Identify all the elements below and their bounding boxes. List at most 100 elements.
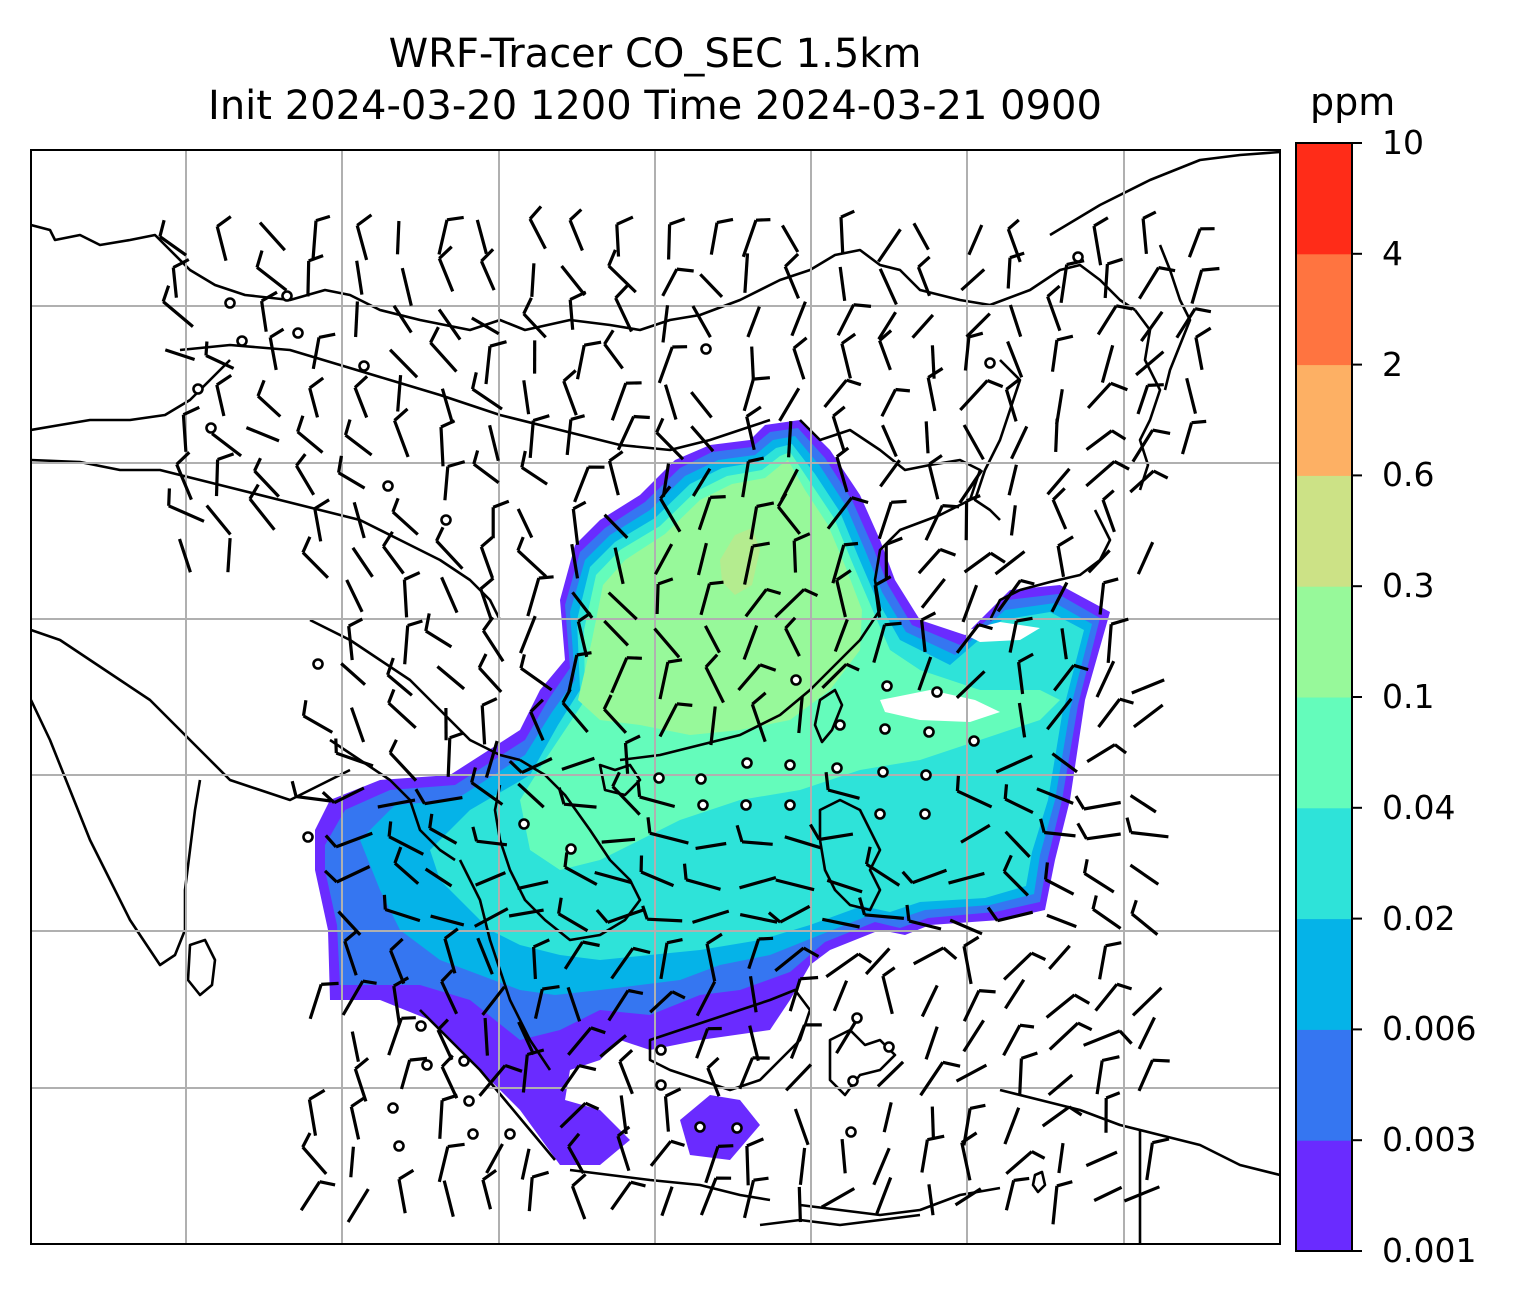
wind-barb <box>774 946 820 972</box>
wind-barb <box>641 905 683 923</box>
wind-barb <box>798 1147 807 1185</box>
wind-barb <box>571 500 587 545</box>
wind-barb <box>619 1095 628 1135</box>
wind-barb <box>649 990 686 1014</box>
wind-barb <box>1004 830 1031 859</box>
wind-barb <box>475 219 488 255</box>
wind-barb <box>253 457 280 498</box>
wind-barb <box>1010 425 1029 460</box>
wind-barb <box>1086 743 1128 763</box>
wind-barb <box>955 1063 988 1083</box>
colorbar-tick-label: 0.02 <box>1382 898 1456 938</box>
wind-barb <box>321 786 365 805</box>
wind-barb <box>917 656 933 691</box>
wind-barb <box>1137 1016 1156 1050</box>
coastline-small-island <box>1031 1170 1047 1194</box>
wind-barb <box>657 345 688 384</box>
wind-barb <box>1137 1058 1170 1092</box>
wind-barb <box>161 285 194 328</box>
wind-barb <box>963 331 984 371</box>
calm-wind-marker <box>653 772 665 784</box>
colorbar-box <box>1296 1140 1352 1252</box>
wind-barb <box>343 419 373 457</box>
wind-barb <box>706 1056 721 1097</box>
wind-barb <box>1135 350 1165 377</box>
wind-barb <box>927 454 943 500</box>
coastline-timor <box>759 1213 921 1227</box>
wind-barb <box>920 578 946 609</box>
wind-barb <box>610 656 642 694</box>
wind-barb <box>167 488 205 523</box>
wind-barb <box>205 504 232 536</box>
wind-barb <box>954 1187 982 1207</box>
wind-barb <box>958 469 984 504</box>
colorbar-tick-label: 0.04 <box>1382 787 1456 827</box>
wind-barb <box>508 757 553 775</box>
wind-barb <box>615 215 634 257</box>
wind-barb <box>343 930 358 976</box>
colorbar-box <box>1296 697 1352 809</box>
wind-barb <box>567 1132 585 1175</box>
calm-wind-marker <box>877 766 889 778</box>
wind-barb <box>1092 216 1109 266</box>
wind-barb <box>603 619 630 647</box>
wind-barb <box>347 617 364 661</box>
wind-barb <box>1094 982 1133 1012</box>
wind-barb <box>776 492 802 535</box>
colorbar-box <box>1296 586 1352 698</box>
calm-wind-marker <box>919 808 931 820</box>
wind-barb <box>927 1184 935 1216</box>
wind-barb <box>1131 986 1163 1017</box>
wind-barb <box>1129 794 1157 814</box>
wind-barb <box>920 1134 945 1173</box>
wind-barb <box>767 904 811 924</box>
calm-wind-marker <box>968 735 980 747</box>
wind-barb <box>864 947 891 976</box>
wind-barb <box>607 591 638 621</box>
wind-barb <box>661 305 670 343</box>
wind-barb <box>437 245 455 293</box>
calm-wind-marker <box>655 1079 667 1091</box>
map-title-line1: WRF-Tracer CO_SEC 1.5km <box>388 31 922 77</box>
wind-barb <box>226 537 232 573</box>
wind-barb <box>667 217 686 260</box>
wind-barb <box>424 867 453 888</box>
wind-barb <box>962 989 996 1022</box>
wind-barb <box>256 379 282 418</box>
calm-wind-marker <box>415 1020 427 1032</box>
wind-barb <box>653 543 674 576</box>
wind-barb <box>1045 993 1091 1019</box>
wind-barb <box>437 215 464 255</box>
wind-barb <box>570 543 580 579</box>
wind-barb <box>258 221 286 252</box>
wind-barb <box>1039 818 1076 838</box>
wind-barb <box>658 702 693 738</box>
wind-barb <box>351 546 374 578</box>
wind-barb <box>519 654 553 692</box>
wind-barb <box>1051 1180 1073 1225</box>
calm-wind-marker <box>879 723 891 735</box>
calm-wind-marker <box>874 808 886 820</box>
coastline-north <box>31 223 1136 332</box>
wind-barb <box>1145 1137 1170 1181</box>
wind-barb <box>393 407 410 458</box>
calm-wind-marker <box>697 799 709 811</box>
wind-barb <box>1008 304 1023 338</box>
wind-barb <box>697 495 726 531</box>
wind-barb <box>204 341 235 370</box>
wind-barb <box>695 841 727 850</box>
wind-barb <box>744 587 782 618</box>
wind-barb <box>960 268 986 292</box>
wind-barb <box>393 846 420 885</box>
calm-wind-marker <box>731 1122 743 1134</box>
map-panel <box>31 150 1280 1244</box>
wind-barb <box>1139 310 1164 343</box>
wind-barb <box>1180 419 1207 455</box>
wind-barb <box>611 771 641 816</box>
wind-barb <box>747 936 774 970</box>
wind-barb <box>301 536 330 579</box>
wind-barb <box>872 1147 891 1186</box>
wind-barb <box>614 284 633 333</box>
wind-barb <box>175 451 193 501</box>
wind-barb <box>607 988 644 1022</box>
